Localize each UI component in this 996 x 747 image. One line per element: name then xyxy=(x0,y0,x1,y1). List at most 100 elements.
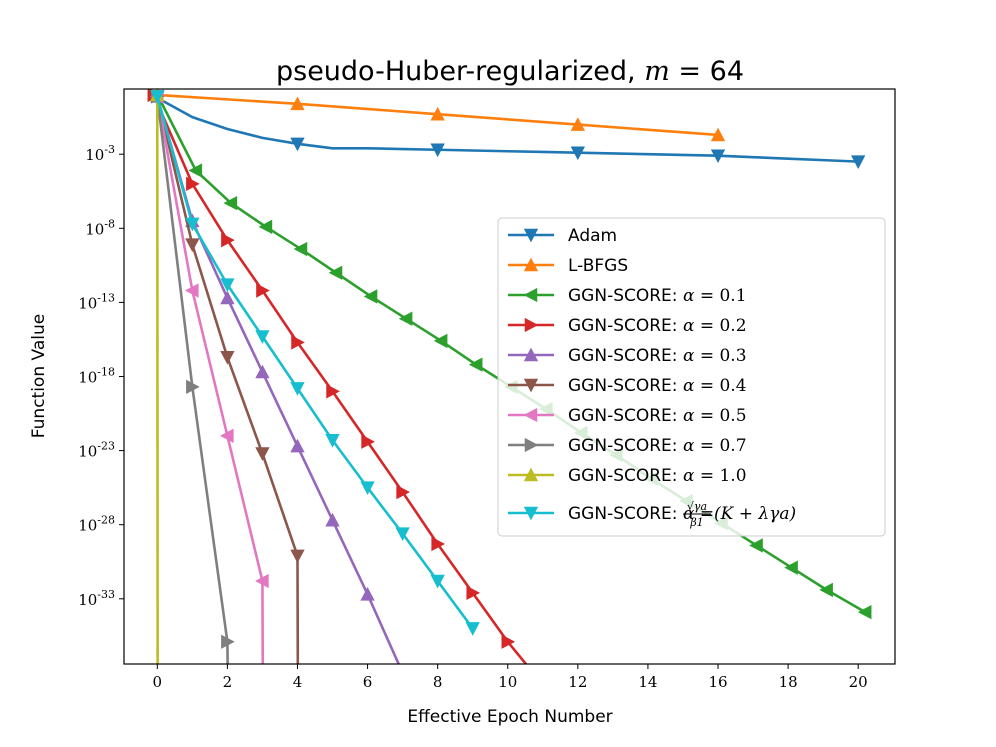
x-tick-label: 14 xyxy=(638,673,657,691)
series-marker xyxy=(819,582,833,598)
legend-label: GGN-SCORE: α = 0.1 xyxy=(568,286,747,306)
series-marker xyxy=(221,232,235,248)
plot-frame xyxy=(123,88,896,665)
series-line xyxy=(152,94,528,664)
series-marker xyxy=(258,219,273,234)
y-tick-label: 10-33 xyxy=(78,588,115,609)
series-marker xyxy=(325,433,340,448)
series-marker xyxy=(710,149,726,164)
series-marker xyxy=(325,512,340,527)
series-marker xyxy=(523,347,539,362)
formula-numerator: √γa xyxy=(687,500,707,513)
title-var: m xyxy=(644,56,670,87)
legend-entry: GGN-SCORE: α = 0.1 xyxy=(508,286,747,306)
y-tick-label: 10-28 xyxy=(78,514,115,535)
series-marker xyxy=(524,317,539,333)
legend: Adam L-BFGS GGN-SCORE: α = 0.1 GGN-SCORE: α… xyxy=(497,217,886,537)
series-marker xyxy=(256,283,270,298)
legend-entry: L-BFGS xyxy=(508,256,628,276)
legend-label: GGN-SCORE: α = 0.4 xyxy=(568,376,747,396)
series-marker xyxy=(220,290,235,305)
x-tick-label: 10 xyxy=(498,673,517,691)
series-marker xyxy=(220,278,235,292)
series-marker xyxy=(430,574,445,589)
axes: 0 2 4 6 8 10 12 14 16 18 20 10-3 10-8 10-13 10-18 10-23… xyxy=(78,143,868,691)
series-line xyxy=(156,96,474,630)
series-marker xyxy=(857,604,872,620)
series-marker xyxy=(220,350,235,365)
y-tick-label: 10-13 xyxy=(78,291,115,312)
legend-label: GGN-SCORE: α = 0.5 xyxy=(568,406,747,426)
series-line xyxy=(155,96,229,664)
series-marker xyxy=(290,96,305,111)
series-marker xyxy=(523,287,538,303)
series-marker xyxy=(363,289,378,304)
series-marker xyxy=(710,127,726,142)
series-marker xyxy=(430,143,445,158)
series-9 xyxy=(150,90,480,636)
x-tick-label: 4 xyxy=(293,673,303,691)
series-marker xyxy=(185,238,200,252)
title-num: 64 xyxy=(710,56,744,87)
series-marker xyxy=(221,634,235,649)
series-marker xyxy=(290,438,305,453)
series-marker xyxy=(784,560,798,575)
x-tick-label: 0 xyxy=(153,673,163,691)
series-marker xyxy=(184,283,199,298)
legend-label: GGN-SCORE: α = 0.3 xyxy=(568,346,747,366)
y-tick-label: 10-8 xyxy=(85,217,115,238)
legend-label: GGN-SCORE: α = 1.0 xyxy=(568,466,747,486)
legend-entry: GGN-SCORE: α = 0.4 xyxy=(508,376,747,396)
series-marker xyxy=(328,265,343,280)
formula-denominator: β1 xyxy=(689,516,703,529)
series-marker xyxy=(220,428,234,443)
legend-label: GGN-SCORE: α = xyxy=(568,504,714,524)
svg-text:pseudo-Huber-regularized,: pseudo-Huber-regularized, m = 64 xyxy=(276,56,744,87)
x-tick-label: 12 xyxy=(568,673,587,691)
x-tick-label: 6 xyxy=(363,673,373,691)
series-marker xyxy=(431,536,446,552)
title-prefix: pseudo-Huber-regularized, xyxy=(276,56,636,87)
series-marker xyxy=(290,382,305,396)
series-marker xyxy=(293,241,308,257)
legend-box xyxy=(497,217,886,537)
series-marker xyxy=(468,357,483,372)
formula-rest: (K + λγa) xyxy=(714,504,796,524)
series-marker xyxy=(186,379,200,395)
legend-label: GGN-SCORE: α = 0.2 xyxy=(568,316,747,336)
legend-entry: GGN-SCORE: α = 0.2 xyxy=(508,316,747,336)
x-tick-label: 16 xyxy=(708,673,727,691)
series-marker xyxy=(465,622,480,636)
series-3 xyxy=(147,89,528,664)
series-marker xyxy=(255,330,270,344)
series-marker xyxy=(291,335,305,350)
series-marker xyxy=(185,217,200,232)
series-marker xyxy=(851,155,866,169)
series-marker xyxy=(398,311,413,326)
series-marker xyxy=(466,585,481,601)
series-marker xyxy=(290,137,305,152)
y-tick-label: 10-3 xyxy=(85,143,115,164)
series-marker xyxy=(255,364,270,379)
series-marker xyxy=(361,434,375,449)
series-marker xyxy=(523,506,539,521)
series-marker xyxy=(326,384,340,399)
series-marker xyxy=(150,90,165,104)
series-marker xyxy=(188,163,203,178)
legend-entry: Adam xyxy=(508,226,617,246)
x-axis-label: Effective Epoch Number xyxy=(407,707,612,727)
series-7 xyxy=(151,89,235,664)
series-marker xyxy=(255,447,270,461)
series-marker xyxy=(523,257,539,272)
legend-entry: GGN-SCORE: α = √γa β1 (K + λγa) xyxy=(508,500,796,529)
legend-label: Adam xyxy=(568,226,617,246)
series-marker xyxy=(433,333,448,349)
series-marker xyxy=(570,146,586,161)
legend-label: L-BFGS xyxy=(568,256,628,276)
series-marker xyxy=(523,467,539,482)
series-marker xyxy=(523,407,538,423)
legend-entry: GGN-SCORE: α = 0.5 xyxy=(508,406,747,426)
y-tick-label: 10-18 xyxy=(78,366,115,387)
x-tick-label: 8 xyxy=(433,673,443,691)
